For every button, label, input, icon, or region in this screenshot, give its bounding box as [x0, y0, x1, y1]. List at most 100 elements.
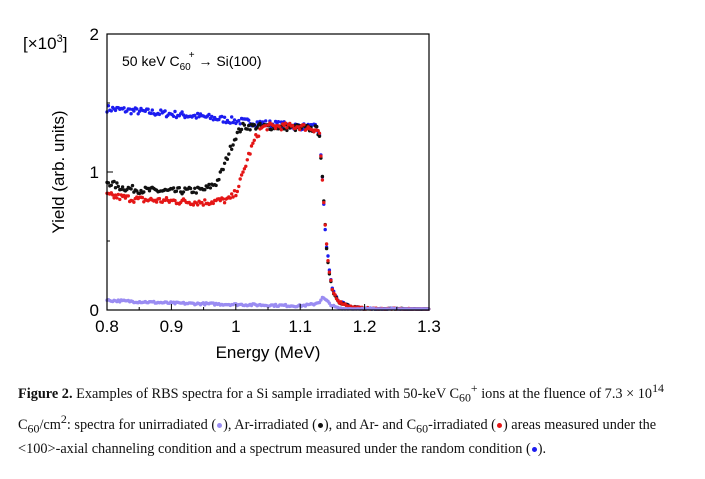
caption-sup: 2 — [60, 411, 67, 426]
data-point — [135, 107, 139, 111]
data-point — [191, 203, 196, 207]
legend-dot-unirradiated — [217, 422, 223, 428]
data-point — [115, 181, 119, 185]
data-point — [320, 174, 325, 179]
caption-text: ions at the fluence of 7.3 × 10 — [477, 385, 653, 402]
data-point — [228, 144, 232, 148]
data-point — [333, 293, 337, 297]
caption-sup: 14 — [652, 381, 664, 395]
data-point — [230, 192, 234, 196]
data-point — [150, 108, 154, 112]
data-point — [203, 188, 207, 192]
data-point — [231, 143, 235, 147]
data-point — [218, 170, 222, 174]
data-point — [222, 161, 227, 165]
data-point — [324, 246, 329, 251]
data-point — [232, 118, 237, 122]
data-point — [113, 186, 118, 190]
data-point — [276, 120, 281, 124]
data-point — [157, 196, 162, 201]
data-point — [235, 130, 239, 135]
data-point — [122, 106, 126, 110]
data-point — [248, 152, 252, 156]
data-point — [238, 177, 242, 181]
data-point — [248, 128, 252, 132]
data-point — [235, 189, 239, 194]
caption-text: Examples of RBS spectra for a Si sample … — [72, 385, 460, 402]
data-point — [173, 109, 177, 114]
series-ar — [105, 121, 431, 311]
data-point — [288, 121, 292, 126]
data-point — [327, 270, 332, 274]
data-point — [302, 123, 306, 127]
x-tick-label: 0.9 — [160, 317, 184, 336]
data-point — [232, 189, 237, 193]
data-point — [194, 191, 198, 195]
data-point — [244, 164, 248, 168]
data-point — [193, 186, 197, 190]
data-point — [217, 117, 221, 122]
data-point — [234, 137, 238, 141]
data-point — [241, 170, 245, 174]
caption-text: ), and Ar- and C — [323, 416, 417, 433]
data-point — [188, 186, 193, 191]
data-point — [194, 116, 198, 120]
data-point — [279, 128, 283, 132]
data-point — [261, 120, 265, 124]
data-point — [197, 115, 201, 119]
data-point — [239, 173, 244, 177]
data-point — [196, 111, 200, 116]
data-point — [140, 195, 145, 200]
data-point — [320, 178, 325, 182]
data-point — [181, 113, 186, 117]
chart-annotation: 50 keV C60+ → Si(100) — [122, 50, 261, 73]
data-point — [317, 134, 322, 138]
data-point — [225, 157, 230, 161]
data-point — [221, 120, 225, 124]
caption-sub: 60 — [416, 421, 429, 436]
data-point — [264, 124, 268, 128]
data-point — [130, 183, 135, 188]
data-point — [242, 167, 247, 171]
data-point — [319, 154, 323, 158]
data-point — [128, 107, 132, 111]
y-tick-label: 1 — [90, 163, 99, 182]
caption-text: -irradiated ( — [428, 416, 496, 433]
legend-dot-ar-c60-irradiated — [496, 422, 502, 428]
x-tick-label: 1.2 — [353, 317, 377, 336]
data-point — [112, 179, 116, 184]
x-tick-label: 0.8 — [95, 317, 119, 336]
data-point — [315, 124, 319, 129]
data-point — [211, 201, 215, 206]
data-point — [237, 184, 241, 189]
data-point — [238, 122, 242, 126]
data-point — [113, 193, 118, 197]
data-point — [205, 185, 210, 190]
data-point — [228, 121, 232, 125]
data-point — [207, 112, 211, 117]
data-point — [329, 278, 333, 282]
legend-dot-ar-irradiated — [317, 422, 323, 428]
data-point — [222, 115, 227, 120]
data-point — [264, 119, 268, 123]
caption-sup: + — [470, 381, 478, 395]
series-layer — [105, 104, 431, 311]
data-point — [237, 127, 241, 131]
data-point — [146, 107, 150, 111]
data-point — [208, 186, 213, 190]
data-point — [265, 128, 269, 132]
data-point — [207, 182, 211, 187]
data-point — [296, 125, 300, 129]
data-point — [200, 200, 204, 205]
data-point — [285, 128, 289, 133]
plot-frame — [106, 33, 430, 311]
data-point — [154, 200, 159, 204]
data-point — [278, 125, 282, 129]
data-point — [218, 198, 222, 203]
data-point — [196, 203, 200, 207]
data-point — [256, 134, 261, 138]
data-point — [120, 185, 125, 189]
x-tick-label: 1.3 — [417, 317, 441, 336]
data-point — [228, 196, 232, 200]
data-point — [136, 112, 140, 116]
